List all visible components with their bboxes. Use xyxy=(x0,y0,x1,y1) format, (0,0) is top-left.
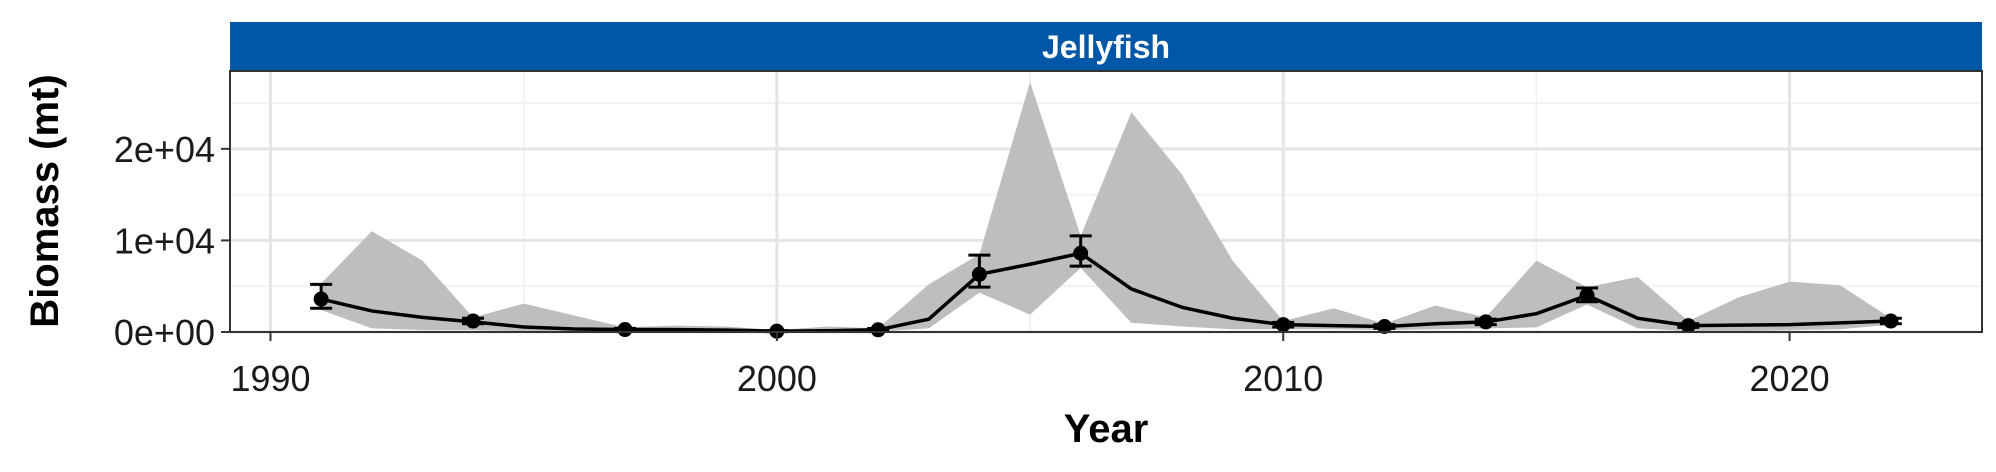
data-point xyxy=(1275,317,1291,333)
data-point xyxy=(1073,245,1089,261)
data-point xyxy=(617,322,633,338)
x-axis: 1990 2000 2010 2020 xyxy=(230,332,1830,399)
panel-border xyxy=(229,70,1983,333)
y-axis: 0e+00 1e+04 2e+04 xyxy=(114,129,230,353)
data-point xyxy=(870,322,886,338)
x-tick-label: 2010 xyxy=(1243,358,1323,399)
data-point xyxy=(1680,318,1696,334)
strip-background xyxy=(230,22,1982,70)
x-axis-title: Year xyxy=(1064,407,1149,451)
series-line xyxy=(320,251,1891,333)
data-point xyxy=(1376,319,1392,335)
data-point xyxy=(1883,313,1899,329)
confidence-ribbon xyxy=(321,81,1891,332)
y-tick-label: 0e+00 xyxy=(114,312,215,353)
x-tick-label: 1990 xyxy=(230,358,310,399)
data-point xyxy=(465,313,481,329)
data-point xyxy=(313,291,329,307)
strip-title: Jellyfish xyxy=(1042,29,1170,65)
x-tick-label: 2000 xyxy=(737,358,817,399)
y-tick-label: 1e+04 xyxy=(114,220,215,261)
ribbon-area xyxy=(321,81,1891,332)
data-point xyxy=(1478,314,1494,330)
y-axis-title: Biomass (mt) xyxy=(23,74,67,327)
biomass-line xyxy=(320,251,1891,333)
x-tick-label: 2020 xyxy=(1750,358,1830,399)
y-tick-label: 2e+04 xyxy=(114,129,215,170)
data-point xyxy=(1579,287,1595,303)
data-points xyxy=(313,245,1899,339)
data-point xyxy=(971,266,987,282)
